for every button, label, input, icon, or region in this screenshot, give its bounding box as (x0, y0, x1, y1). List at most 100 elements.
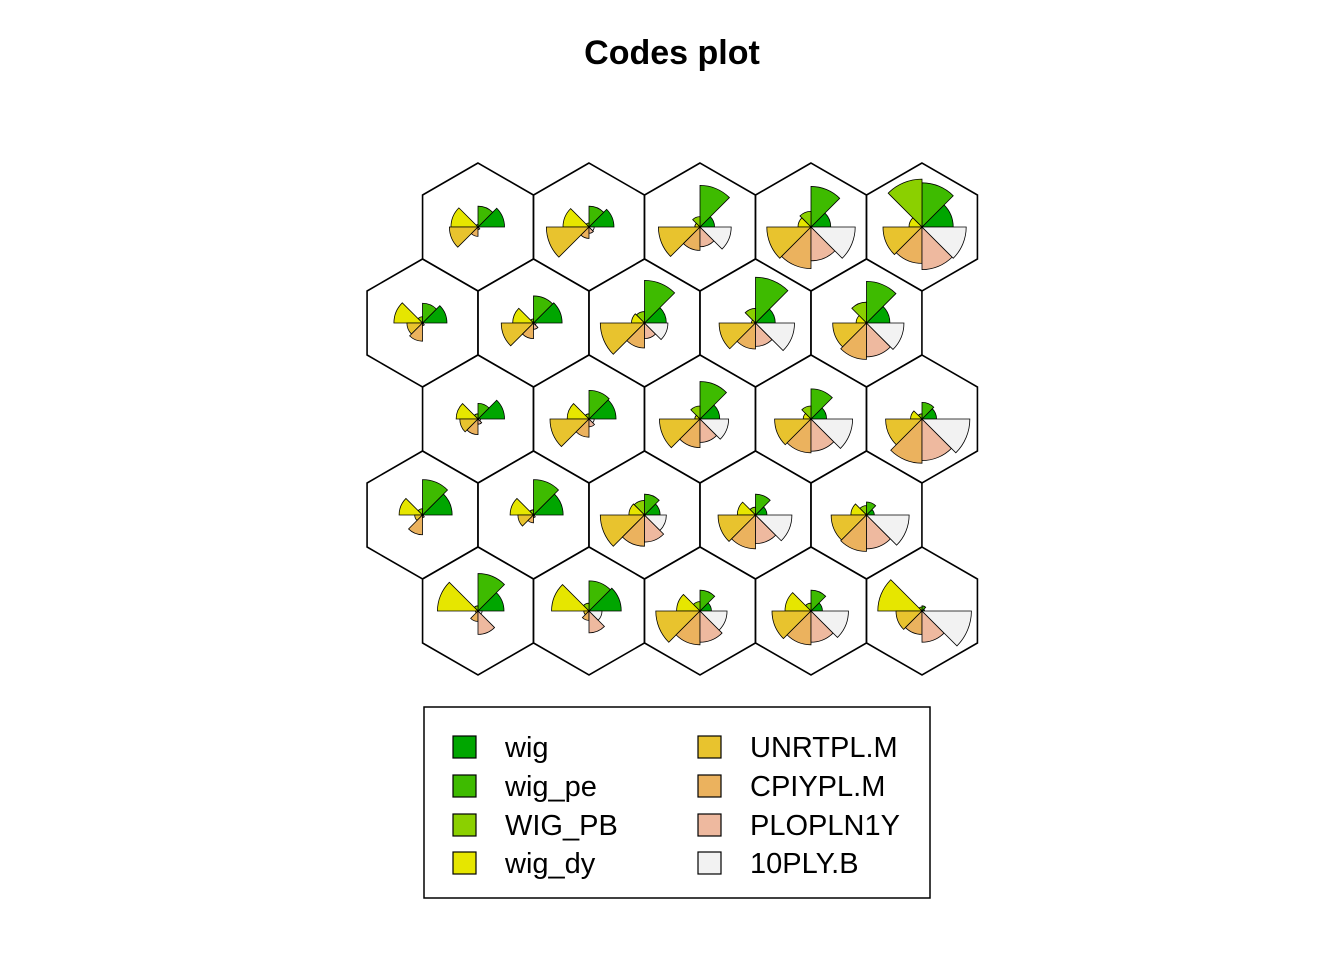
som-unit-r1-c1 (421, 162, 535, 292)
segment-wig_dy (393, 302, 424, 324)
legend-label: WIG_PB (505, 810, 618, 842)
segment-wig_dy (551, 583, 590, 612)
segment-10PLY.B (699, 418, 730, 440)
segment-10PLY.B (810, 226, 856, 259)
segment-CPIYPL.M (626, 322, 645, 349)
segment-CPIYPL.M (621, 514, 645, 547)
segment-UNRTPL.M (599, 514, 646, 547)
legend-swatch (452, 735, 477, 759)
legend: wig wig_pe WIG_PB wig_dy UNRTPL.M CPIYPL.M PLO… (423, 706, 931, 899)
legend-swatch (452, 813, 477, 837)
segment-CPIYPL.M (470, 226, 479, 237)
segment-UNRTPL.M (517, 514, 535, 527)
segment-10PLY.B (810, 610, 849, 639)
som-unit-r3-c2 (532, 354, 646, 484)
legend-swatch (697, 813, 722, 837)
segment-CPIYPL.M (407, 514, 423, 536)
segment-wig (588, 208, 615, 228)
segment-UNRTPL.M (882, 226, 923, 256)
segment-wig (532, 302, 563, 324)
som-unit-r5-c1 (421, 546, 535, 676)
segment-wig_pe (866, 280, 897, 324)
segment-CPIYPL.M (781, 226, 812, 270)
segment-wig_pe (422, 302, 438, 324)
segment-wig_pe (644, 279, 676, 324)
segment-wig (421, 305, 448, 324)
segment-10PLY.B (699, 226, 732, 250)
segment-UNRTPL.M (718, 322, 757, 350)
segment-WIG_PB (690, 405, 701, 420)
segment-wig_dy (509, 497, 535, 516)
segment-wig_pe (533, 295, 554, 324)
segment-wig_pe (477, 205, 494, 228)
legend-label: UNRTPL.M (750, 732, 898, 764)
segment-10PLY.B (921, 226, 967, 259)
segment-10PLY.B (699, 610, 728, 631)
segment-wig_pe (810, 388, 833, 420)
legend-label: wig_dy (504, 848, 596, 880)
legend-label: CPIYPL.M (750, 771, 885, 803)
segment-wig_dy (437, 581, 479, 612)
som-unit-r2-c3 (588, 258, 701, 388)
segment-UNRTPL.M (717, 514, 757, 543)
segment-WIG_PB (887, 178, 923, 228)
segment-wig_pe (699, 381, 728, 420)
segment-10PLY.B (477, 610, 483, 615)
segment-10PLY.B (643, 322, 669, 341)
segment-CPIYPL.M (736, 322, 756, 350)
som-unit-r4-c5 (810, 450, 923, 580)
legend-swatch (452, 774, 477, 798)
segment-wig_dy (877, 579, 923, 612)
segment-10PLY.B (588, 610, 603, 621)
som-unit-r4-c3 (588, 450, 701, 580)
segment-10PLY.B (810, 418, 854, 449)
segment-wig_pe (644, 493, 660, 516)
som-grid (366, 162, 979, 676)
segment-10PLY.B (477, 418, 482, 422)
segment-10PLY.B (921, 418, 971, 454)
som-unit-r2-c2 (477, 258, 590, 388)
segment-wig_pe (866, 501, 877, 516)
legend-label: wig (504, 732, 549, 764)
segment-CPIYPL.M (840, 322, 867, 360)
legend-swatch (697, 735, 722, 759)
segment-10PLY.B (588, 226, 595, 232)
segment-PLOPLN1Y (699, 610, 723, 643)
segment-UNRTPL.M (599, 322, 646, 355)
segment-wig_dy (455, 402, 479, 420)
segment-UNRTPL.M (895, 610, 923, 630)
segment-wig_pe (755, 493, 771, 516)
som-unit-r5-c5 (865, 546, 979, 676)
segment-wig_pe (588, 205, 605, 228)
segment-CPIYPL.M (580, 226, 590, 239)
segment-UNRTPL.M (459, 418, 479, 433)
segment-CPIYPL.M (675, 610, 701, 646)
segment-UNRTPL.M (549, 418, 590, 448)
segment-wig_dy (398, 497, 424, 516)
segment-WIG_PB (801, 405, 812, 420)
segment-PLOPLN1Y (644, 514, 665, 543)
segment-PLOPLN1Y (588, 610, 606, 634)
segment-wig_pe (588, 389, 610, 420)
som-unit-r1-c2 (532, 162, 646, 292)
segment-CPIYPL.M (682, 226, 701, 251)
segment-10PLY.B (754, 514, 793, 542)
segment-10PLY.B (477, 226, 480, 229)
segment-10PLY.B (532, 514, 535, 517)
segment-10PLY.B (532, 322, 537, 326)
som-unit-r5-c2 (532, 546, 646, 676)
segment-wig_pe (422, 479, 449, 516)
segment-wig (588, 587, 622, 612)
segment-CPIYPL.M (575, 418, 590, 438)
segment-wig_pe (921, 605, 927, 612)
som-unit-r5-c3 (643, 546, 757, 676)
segment-wig_pe (810, 589, 827, 612)
som-unit-r3-c3 (643, 354, 757, 484)
segment-10PLY.B (865, 514, 910, 546)
chart-title: Codes plot (584, 34, 760, 72)
segment-CPIYPL.M (786, 610, 812, 646)
segment-UNRTPL.M (657, 226, 701, 257)
segment-CPIYPL.M (527, 514, 534, 524)
segment-CPIYPL.M (466, 418, 479, 436)
